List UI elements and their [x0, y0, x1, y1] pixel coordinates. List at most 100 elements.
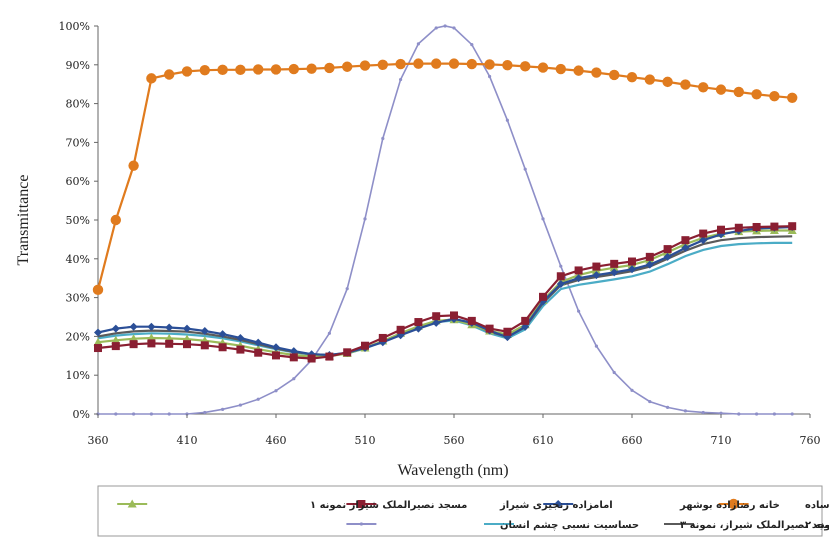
data-point	[183, 340, 191, 349]
y-tick-label: 40%	[66, 253, 90, 266]
data-point	[272, 343, 280, 352]
data-point	[183, 324, 191, 333]
y-tick-label: 0%	[73, 408, 90, 421]
data-point	[591, 67, 602, 78]
data-point	[612, 370, 616, 375]
data-point	[363, 217, 367, 221]
data-point	[719, 411, 723, 415]
legend-swatch-marker	[357, 500, 366, 508]
data-point	[699, 229, 708, 238]
data-point	[414, 318, 423, 327]
data-point	[114, 412, 118, 416]
data-point	[698, 82, 709, 93]
data-point	[630, 388, 634, 392]
data-point	[645, 260, 654, 269]
data-point	[203, 410, 207, 415]
data-point	[505, 118, 509, 122]
data-point	[270, 64, 282, 75]
data-point	[343, 348, 352, 357]
legend-swatch-marker	[127, 499, 137, 508]
data-point	[289, 353, 298, 362]
series-1	[92, 58, 798, 296]
data-point	[770, 222, 779, 231]
data-point	[733, 86, 744, 98]
legend-box	[97, 485, 823, 537]
data-point	[448, 58, 460, 69]
data-point	[574, 274, 583, 283]
series-line	[96, 62, 793, 291]
data-point	[236, 345, 245, 354]
y-tick-label: 70%	[66, 136, 90, 149]
data-point	[592, 271, 601, 280]
data-point	[663, 252, 672, 261]
data-point	[236, 333, 245, 342]
data-point	[381, 136, 385, 141]
data-point	[200, 326, 209, 335]
data-point	[431, 58, 442, 69]
data-point	[715, 84, 727, 95]
y-axis-title: Transmittance	[15, 175, 32, 266]
data-point	[466, 58, 477, 70]
data-point	[520, 61, 531, 72]
data-point	[559, 264, 563, 268]
data-point	[416, 42, 420, 46]
legend-label: حساسیت نسبی چشم انسان	[500, 520, 639, 531]
data-point	[167, 412, 171, 416]
legend: شیشه ساده خانه رضازاده بوشهر امامزاده زنجی…	[97, 485, 829, 537]
x-tick-label: 360	[88, 434, 109, 447]
data-point	[111, 335, 121, 344]
data-point	[324, 62, 335, 74]
y-tick-labels: 0% 10% 20% 30% 40% 50% 60% 70% 80% 90% 100%	[59, 20, 98, 421]
data-point	[645, 252, 654, 261]
data-point	[577, 309, 581, 313]
data-point	[752, 222, 761, 231]
data-point	[701, 410, 705, 415]
data-point	[666, 405, 670, 410]
data-point	[200, 341, 209, 350]
legend-label: مسجد نصیرالملک شیراز، نمونه ۳	[680, 520, 829, 531]
data-point	[628, 265, 636, 274]
data-point	[399, 77, 403, 82]
data-point	[217, 64, 228, 76]
data-point	[644, 74, 655, 85]
x-tick-label: 610	[533, 434, 554, 447]
legend-swatch-marker	[359, 522, 363, 526]
legend-label: امامزاده زنجیری شیراز	[499, 500, 613, 511]
x-tick-label: 410	[177, 434, 198, 447]
y-tick-label: 80%	[66, 98, 90, 111]
series-6	[97, 241, 793, 357]
data-point	[129, 322, 138, 331]
data-point	[484, 59, 495, 70]
legend-label: مسجد نصیرالملک شیراز نمونه ۱	[310, 500, 467, 511]
y-tick-label: 90%	[66, 59, 90, 72]
data-point	[772, 412, 777, 416]
data-point	[699, 236, 708, 245]
y-tick-label: 100%	[59, 20, 90, 33]
data-point	[218, 343, 227, 352]
data-point	[556, 272, 565, 281]
x-tick-label: 760	[800, 434, 821, 447]
y-tick-label: 60%	[66, 175, 90, 188]
data-point	[594, 344, 599, 348]
data-point	[737, 412, 741, 416]
x-axis-title: Wavelength (nm)	[397, 462, 508, 479]
data-point	[734, 223, 743, 232]
data-point	[221, 407, 225, 411]
data-point	[378, 333, 387, 342]
data-point	[609, 69, 620, 81]
x-tick-label: 460	[266, 434, 287, 447]
data-point	[556, 280, 565, 289]
data-point	[94, 344, 102, 353]
series-line	[97, 241, 793, 357]
data-point	[432, 312, 441, 321]
data-point	[235, 64, 246, 76]
data-point	[94, 328, 102, 337]
data-point	[717, 225, 725, 234]
data-point	[788, 222, 797, 231]
legend-swatch-marker	[728, 498, 739, 510]
x-tick-label: 710	[711, 434, 732, 447]
data-point	[292, 377, 296, 381]
data-point	[111, 342, 120, 351]
data-point	[147, 339, 156, 348]
data-point	[327, 331, 331, 335]
